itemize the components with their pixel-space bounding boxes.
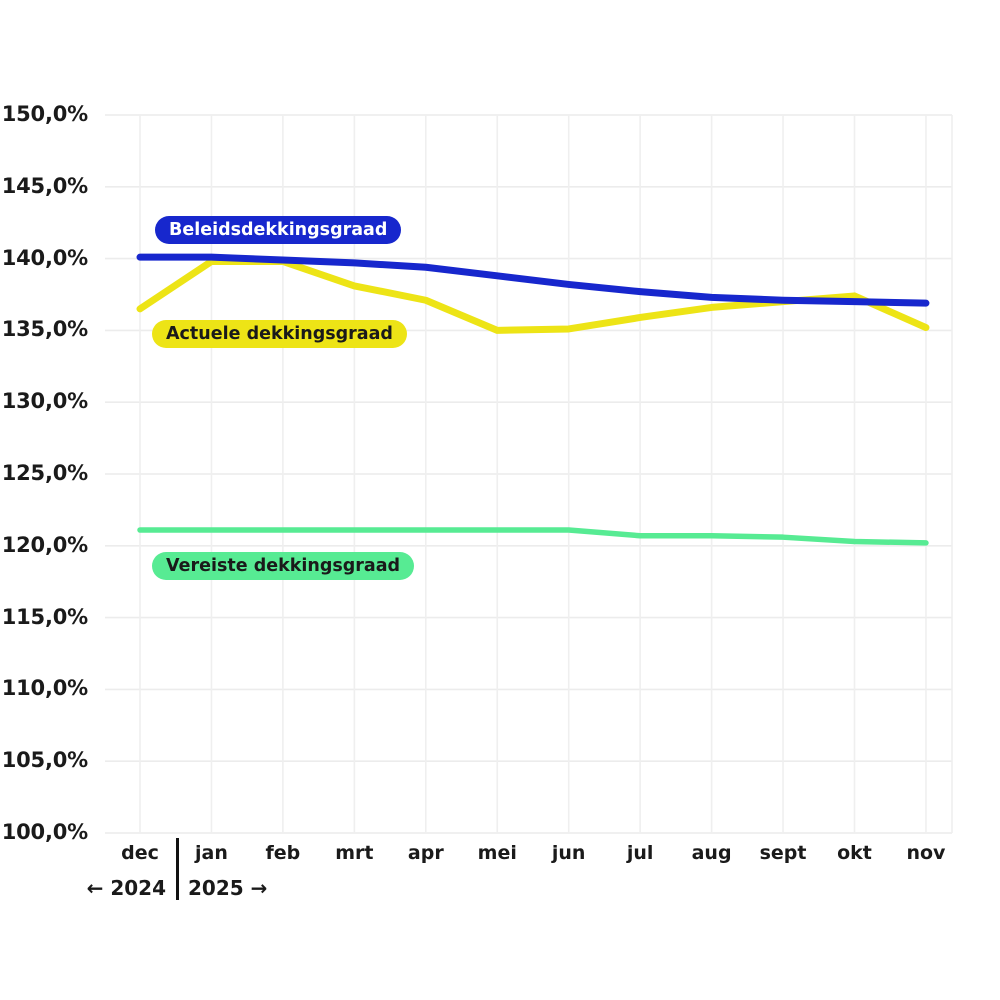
series-label-actuele-dekkingsgraad: Actuele dekkingsgraad xyxy=(152,320,407,348)
year-label-2025: 2025 → xyxy=(188,876,268,900)
x-axis-month-label: mei xyxy=(477,842,517,864)
x-axis-month-label: jul xyxy=(626,842,654,864)
year-label-2024: ← 2024 xyxy=(86,876,166,900)
y-axis-tick-label: 100,0% xyxy=(1,820,88,844)
y-axis-tick-label: 105,0% xyxy=(1,748,88,773)
y-axis-tick-label: 125,0% xyxy=(1,461,88,485)
y-axis-tick-label: 145,0% xyxy=(1,173,88,198)
x-axis-month-label: feb xyxy=(265,842,301,864)
series-label-vereiste-dekkingsgraad: Vereiste dekkingsgraad xyxy=(152,552,415,580)
y-axis-tick-label: 135,0% xyxy=(1,317,88,342)
year-divider-line xyxy=(176,838,179,900)
y-axis-tick-label: 130,0% xyxy=(1,389,88,414)
y-axis-tick-label: 120,0% xyxy=(1,532,88,557)
x-axis-month-label: okt xyxy=(837,842,872,864)
x-axis-month-label: nov xyxy=(906,842,946,864)
y-axis-tick-label: 115,0% xyxy=(1,604,88,629)
series-label-beleidsdekkingsgraad: Beleidsdekkingsgraad xyxy=(155,216,402,244)
x-axis-month-label: jun xyxy=(551,842,586,864)
x-axis-month-label: mrt xyxy=(335,842,374,864)
x-axis-month-label: sept xyxy=(759,842,807,864)
series-line-beleidsdekkingsgraad xyxy=(136,253,930,307)
x-axis-month-label: apr xyxy=(407,842,444,864)
y-axis-tick-label: 150,0% xyxy=(1,102,88,126)
x-axis-month-label: dec xyxy=(121,842,159,864)
y-axis-tick-label: 110,0% xyxy=(1,676,88,701)
series-line-vereiste-dekkingsgraad xyxy=(137,527,929,546)
x-axis-month-label: jan xyxy=(195,842,228,864)
y-axis-tick-label: 140,0% xyxy=(1,245,88,270)
x-axis-month-label: aug xyxy=(691,842,732,864)
